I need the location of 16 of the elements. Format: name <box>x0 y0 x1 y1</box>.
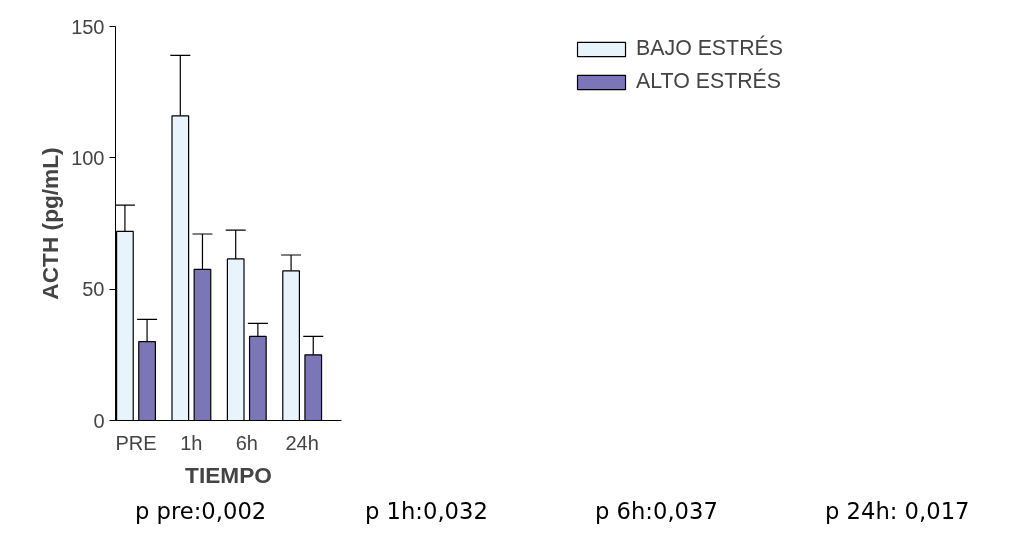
x-axis-title: TIEMPO <box>185 461 272 488</box>
text: p 1h:0,032 <box>365 497 488 526</box>
x-tick-label: 6h <box>235 431 258 454</box>
text: p pre:0,002 <box>135 497 267 526</box>
y-tick-label: 100 <box>71 146 105 169</box>
y-tick-label: 50 <box>82 278 105 301</box>
y-tick-label: 150 <box>71 15 105 38</box>
legend-label: BAJO ESTRÉS <box>636 36 783 61</box>
x-tick-label: 1h <box>180 431 203 454</box>
text: p 24h: 0,017 <box>825 497 970 526</box>
y-tick-label: 0 <box>93 409 105 432</box>
x-tick-label: PRE <box>115 431 157 454</box>
x-tick-label: 24h <box>285 431 319 454</box>
legend-label: ALTO ESTRÉS <box>636 69 782 94</box>
y-axis-title: ACTH (pg/mL) <box>37 147 64 300</box>
text: p 6h:0,037 <box>595 497 718 526</box>
